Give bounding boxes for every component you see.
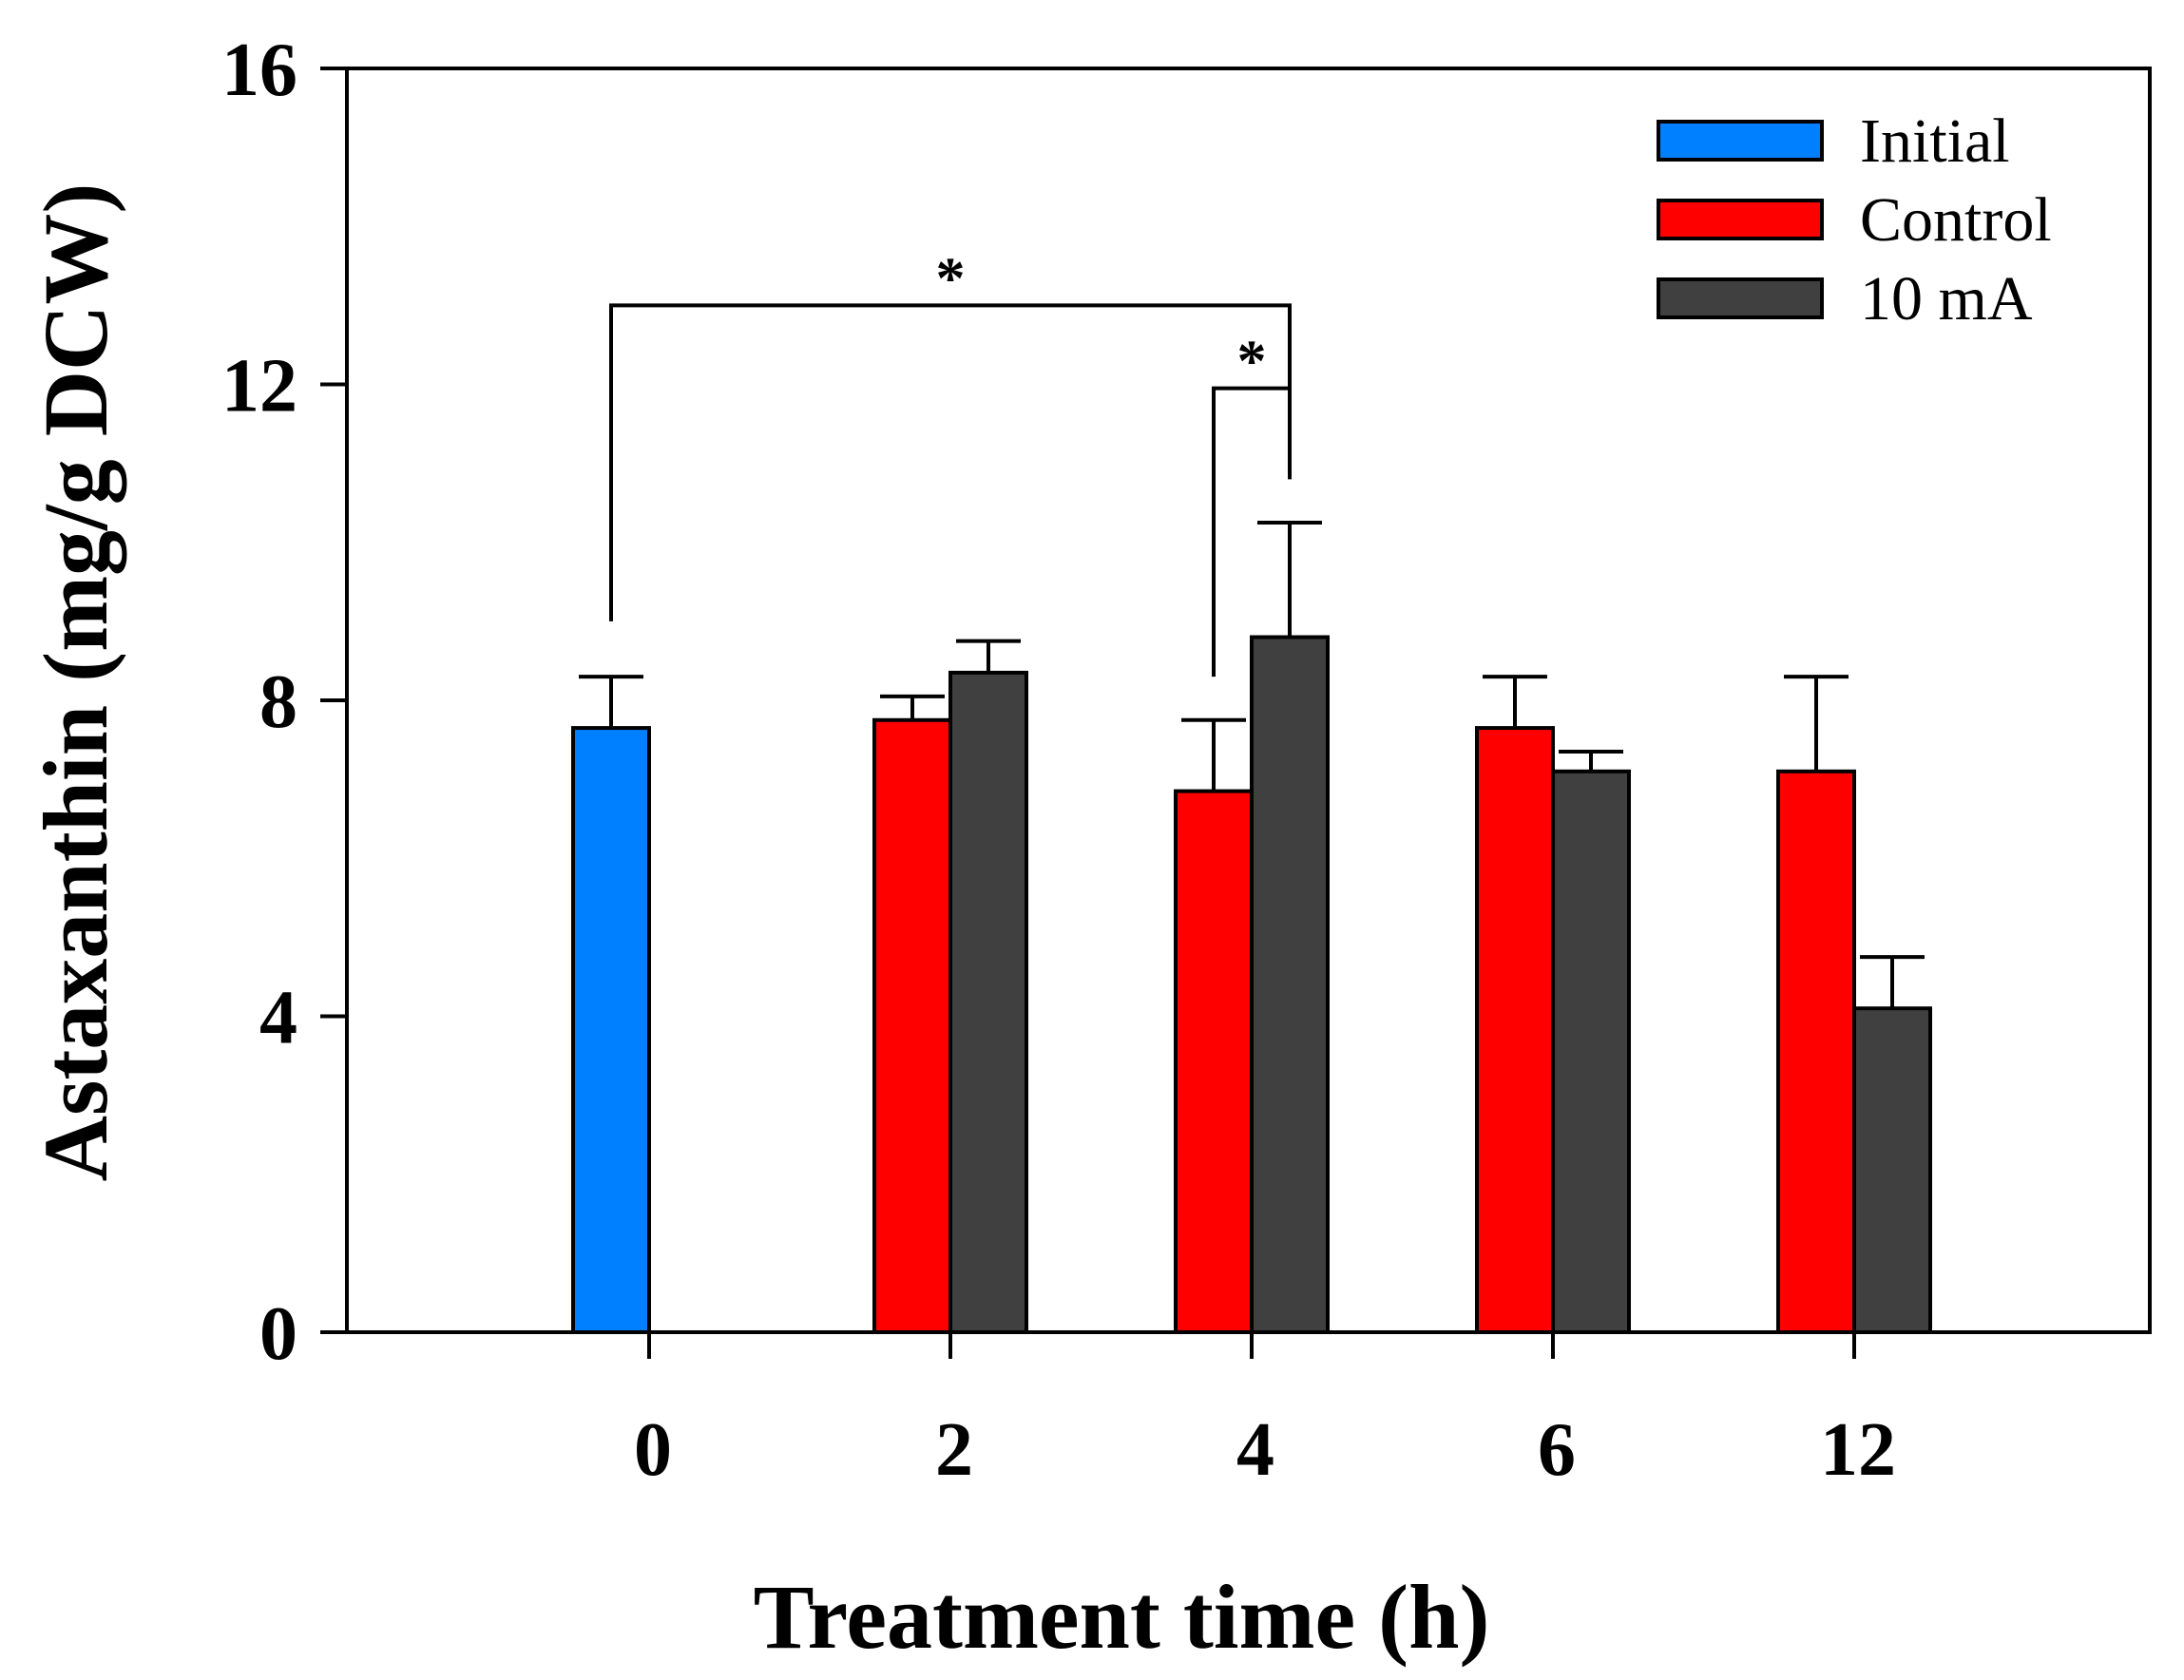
bar-control-6h [1475,726,1555,1334]
bar-initial-0h [571,726,651,1334]
bar-10-ma-6h [1551,769,1631,1334]
x-tick-label-4: 4 [1236,1408,1274,1492]
x-tick-label-2: 2 [935,1408,973,1492]
bar-control-12h [1776,769,1856,1334]
bar-10-ma-12h [1852,1006,1932,1334]
y-tick-label-12: 12 [221,345,297,429]
y-tick-label-8: 8 [259,660,297,744]
significance-label-2: * [1237,330,1267,394]
legend-swatch-initial [1657,120,1824,162]
legend-label-control: Control [1860,185,2052,255]
y-tick-label-0: 0 [259,1292,297,1376]
legend-label-initial: Initial [1860,106,2010,176]
bar-control-2h [872,717,952,1334]
legend-swatch-control [1657,199,1824,240]
significance-bracket-1 [609,303,1292,621]
x-axis-title: Treatment time (h) [754,1566,1490,1668]
error-bars-layer [579,520,1925,1009]
bar-10-ma-4h [1250,635,1330,1334]
bar-control-4h [1174,789,1254,1334]
significance-label-1: * [936,246,966,311]
x-tick-label-6: 6 [1538,1408,1576,1492]
bars-layer [571,635,1932,1334]
axis-ticks-layer: 0 4 8 12 16 0 2 4 6 12 [221,29,1896,1492]
legend-label-10-ma: 10 mA [1860,264,2033,334]
legend-swatch-10-ma [1657,277,1824,319]
bar-10-ma-2h [948,670,1028,1334]
y-tick-label-16: 16 [221,29,297,112]
y-tick-label-4: 4 [259,977,297,1060]
significance-brackets-layer: ** [609,246,1292,678]
legend: Initial Control 10 mA [1657,106,2052,334]
x-tick-label-12: 12 [1820,1408,1896,1492]
significance-bracket-2 [1212,386,1292,678]
x-tick-label-0: 0 [634,1408,672,1492]
y-axis-title: Astaxanthin (mg/g DCW) [25,183,126,1182]
